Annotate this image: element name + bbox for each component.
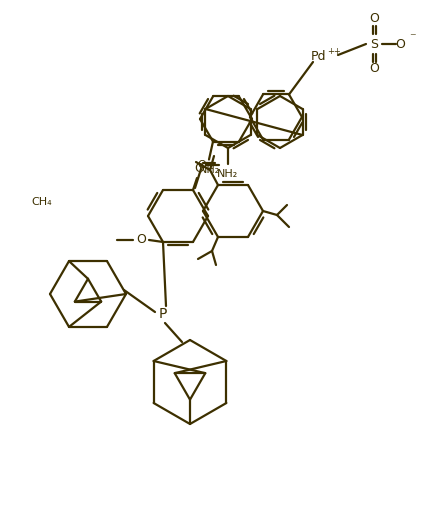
Text: CH₄: CH₄ (32, 197, 52, 207)
Text: O: O (369, 61, 379, 75)
Text: NH₂: NH₂ (198, 164, 219, 175)
Text: O: O (194, 161, 204, 175)
Text: S: S (370, 37, 378, 51)
Text: ⁻: ⁻ (409, 32, 415, 45)
Text: NH₂: NH₂ (217, 169, 239, 179)
Text: O: O (395, 37, 405, 51)
Text: Pd: Pd (310, 51, 326, 63)
Text: O: O (198, 160, 206, 170)
Text: O: O (136, 233, 146, 246)
Text: ++: ++ (327, 48, 341, 56)
Text: O: O (369, 11, 379, 25)
Text: P: P (159, 307, 167, 321)
